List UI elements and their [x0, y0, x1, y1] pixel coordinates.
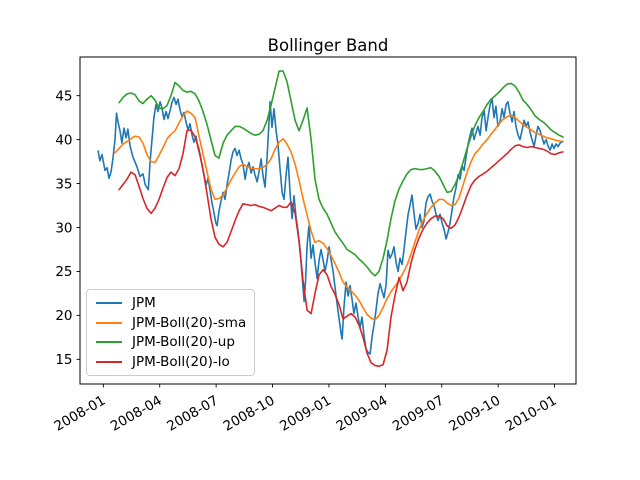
- x-axis-tick-label: 2008-01: [51, 393, 108, 435]
- legend-line-swatch-sma: [96, 321, 122, 324]
- x-axis-tick-label: 2009-10: [446, 393, 503, 435]
- y-axis-tick-label: 45: [55, 88, 72, 104]
- plot-border: [79, 56, 577, 385]
- y-axis-tick-label: 25: [55, 264, 72, 280]
- legend-item: JPM-Boll(20)-lo: [96, 352, 245, 371]
- legend-line-swatch-jpm: [96, 302, 122, 305]
- legend-item-label: JPM: [132, 295, 156, 312]
- series-line-sma: [114, 110, 564, 321]
- x-axis-tick-label: 2009-01: [277, 393, 334, 435]
- legend-item: JPM: [96, 294, 245, 313]
- legend-line-swatch-lo: [96, 360, 122, 363]
- y-axis-tick-label: 20: [55, 308, 72, 324]
- x-axis-tick-label: 2008-04: [108, 393, 165, 435]
- x-axis-tick-label: 2009-04: [333, 393, 390, 435]
- series-line-lo: [118, 129, 564, 368]
- legend-line-swatch-up: [96, 341, 122, 344]
- x-axis-tick-label: 2010-01: [503, 393, 560, 435]
- y-axis-tick-label: 35: [55, 176, 72, 192]
- y-axis-tick-label: 30: [55, 220, 72, 236]
- legend-item-label: JPM-Boll(20)-sma: [132, 314, 247, 331]
- y-axis-tick-label: 15: [55, 352, 72, 368]
- series-line-up: [118, 70, 564, 277]
- x-axis-tick-label: 2009-07: [390, 393, 447, 435]
- series-group: [97, 70, 564, 368]
- series-line-jpm: [97, 96, 564, 355]
- legend-item: JPM-Boll(20)-up: [96, 333, 245, 352]
- y-axis-tick-label: 40: [55, 132, 72, 148]
- legend: JPM JPM-Boll(20)-sma JPM-Boll(20)-up JPM…: [86, 289, 255, 376]
- legend-item-label: JPM-Boll(20)-up: [132, 334, 235, 351]
- chart-title: Bollinger Band: [267, 36, 389, 55]
- legend-item: JPM-Boll(20)-sma: [96, 313, 247, 332]
- legend-item-label: JPM-Boll(20)-lo: [132, 353, 230, 370]
- x-axis-tick-label: 2008-07: [164, 393, 221, 435]
- x-axis-tick-label: 2008-10: [221, 393, 278, 435]
